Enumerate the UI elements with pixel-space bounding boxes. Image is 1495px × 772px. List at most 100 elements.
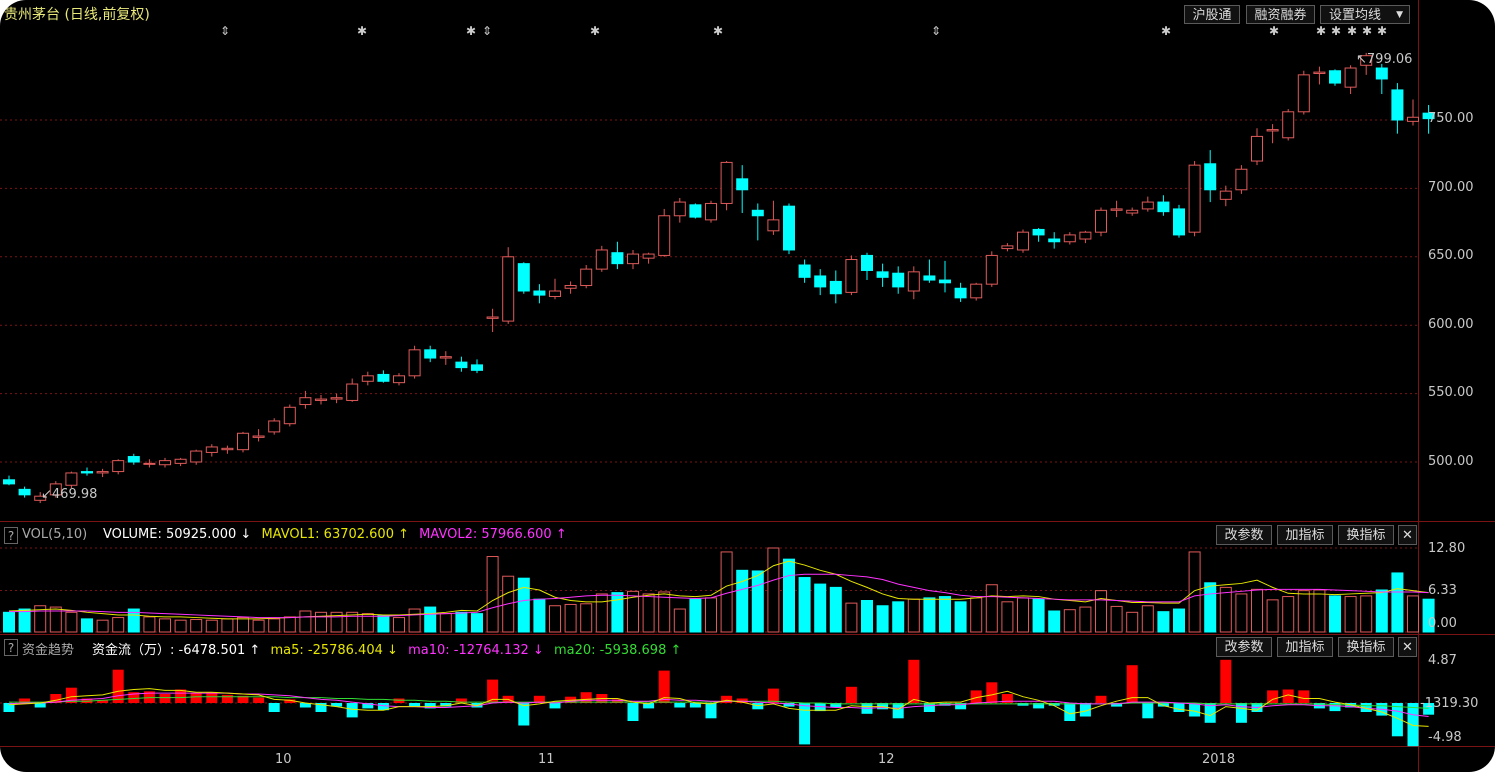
volume-bar [174,619,187,633]
volume-bar [1204,582,1217,633]
candle-body [252,435,265,438]
mavol1-name: MAVOL1 [261,527,316,542]
volume-bar [689,598,702,633]
volume-bar [81,618,93,633]
candle-body [1251,135,1263,162]
flow-bar [1204,703,1216,723]
x-tick-label: 2018 [1202,752,1236,767]
flow-bar [845,686,857,703]
volume-bar [315,611,327,633]
flow-bar [533,695,545,703]
down-arrow-icon: ↓ [532,643,544,658]
set-ma-dropdown[interactable]: 设置均线 ▼ [1320,5,1410,24]
set-ma-label: 设置均线 [1329,8,1382,23]
star-icon[interactable]: ✱ [590,24,601,38]
updown-arrow-icon[interactable]: ⇕ [482,24,493,38]
star-icon[interactable]: ✱ [1377,24,1388,38]
vol-add-indicator-button[interactable]: 加指标 [1277,525,1333,545]
updown-arrow-icon[interactable]: ⇕ [931,24,942,38]
star-icon[interactable]: ✱ [1347,24,1358,38]
candle-body [1032,228,1045,236]
flow-bar [705,703,717,719]
flow-indicator-name: 资金趋势 [22,643,75,658]
star-icon[interactable]: ✱ [713,24,724,38]
star-icon[interactable]: ✱ [1362,24,1373,38]
flow-edit-params-button[interactable]: 改参数 [1216,637,1272,657]
vol-edit-params-button[interactable]: 改参数 [1216,525,1272,545]
flow-bar [986,682,998,703]
candle-body [237,432,249,451]
volume-bar [268,618,281,633]
updown-arrow-icon[interactable]: ⇕ [220,24,231,38]
vol-help-icon[interactable]: ? [4,527,18,544]
candle-body [1391,89,1404,121]
volume-bar [221,618,234,633]
candle-body [564,285,577,289]
candle-body [127,456,140,463]
flow-bar [580,692,592,703]
candle-body [939,279,951,284]
high-price-value: 799.06 [1366,52,1413,67]
volume-bar [939,596,951,633]
flow-legend: 资金流（万）: -6478.501 ↑ ma5: -25786.404 ↓ ma… [92,639,681,658]
volume-bar [1095,590,1107,633]
flow-add-indicator-button[interactable]: 加指标 [1277,637,1333,657]
flow-y-tick-label: 4.87 [1428,653,1457,668]
margin-trading-button[interactable]: 融资融券 [1246,5,1315,24]
candle-body [1282,111,1295,139]
volume-bar [658,591,671,633]
candle-body [299,397,312,406]
vol-series-name: VOLUME [103,527,158,542]
volume-bar [1141,605,1154,633]
flow-bar [643,703,655,709]
flow-bar [50,694,62,703]
star-icon[interactable]: ✱ [1161,24,1172,38]
volume-bar [439,613,452,633]
flow-bar [19,698,31,703]
candle-body [1110,208,1123,211]
flow-switch-indicator-button[interactable]: 换指标 [1338,637,1394,657]
flow-series-ma10: ma10: -12764.132 ↓ [408,643,544,658]
vol-switch-indicator-button[interactable]: 换指标 [1338,525,1394,545]
candle-body [1204,163,1217,191]
flow-ma10-value: -12764.132 [453,643,529,658]
volume-bar [159,618,171,633]
candle-body [611,252,624,265]
up-arrow-icon: ↑ [249,643,261,658]
candle-body [923,275,936,281]
candle-body [408,349,421,377]
flow-bar [299,703,311,708]
flow-bar [892,703,904,719]
volume-bar [1282,596,1295,633]
down-arrow-icon: ↓ [240,527,252,542]
vol-series-volume: VOLUME: 50925.000 ↓ [103,527,252,542]
flow-bar [721,695,733,703]
star-icon[interactable]: ✱ [1331,24,1342,38]
candle-body [424,349,437,359]
volume-bar [1266,599,1279,633]
flow-bar [128,692,140,703]
candle-body [970,283,983,299]
vol-close-button[interactable]: ✕ [1398,525,1417,545]
stock-title: 贵州茅台 (日线,前复权) [4,7,150,23]
mavol2-name: MAVOL2 [419,527,473,542]
candle-body [845,259,858,293]
candle-body [486,316,499,319]
volume-bar [237,617,249,633]
flow-bar [549,703,561,709]
volume-bar [642,593,655,633]
volume-bar [471,613,483,633]
vol-series-mavol1: MAVOL1: 63702.600 ↑ [261,527,410,542]
star-icon[interactable]: ✱ [357,24,368,38]
volume-bar [424,606,437,633]
star-icon[interactable]: ✱ [1269,24,1280,38]
star-icon[interactable]: ✱ [466,24,477,38]
flow-help-icon[interactable]: ? [4,639,18,656]
flow-close-button[interactable]: ✕ [1398,637,1417,657]
volume-bar [861,600,873,633]
hk-connect-button[interactable]: 沪股通 [1184,5,1240,24]
volume-bar [1079,606,1092,633]
star-icon[interactable]: ✱ [1316,24,1327,38]
volume-bar [564,603,577,633]
